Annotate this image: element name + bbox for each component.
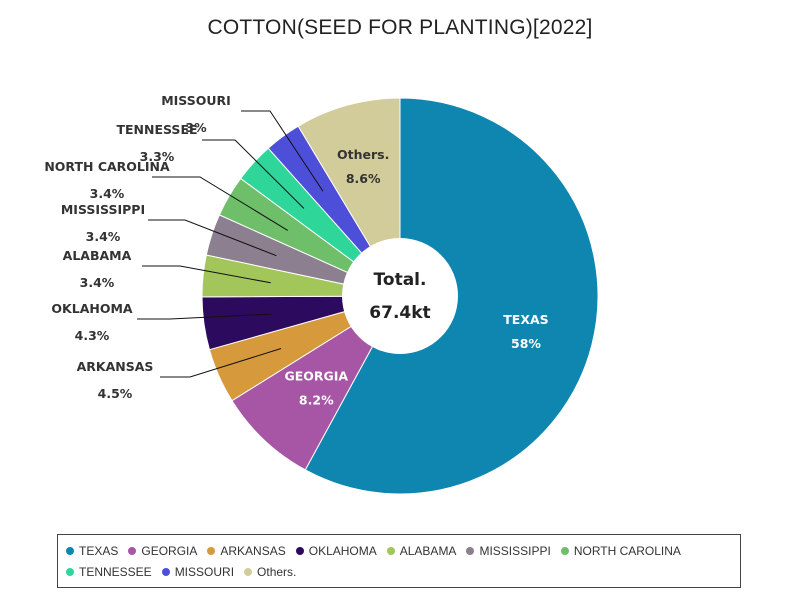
legend-item-georgia[interactable]: GEORGIA	[128, 541, 197, 562]
slice-label-mississippi: MISSISSIPPI	[61, 202, 145, 217]
center-label: Total.	[374, 270, 427, 290]
slice-pct-oklahoma: 4.3%	[75, 328, 110, 343]
leader-line-missouri	[241, 110, 324, 192]
slice-label-oklahoma: OKLAHOMA	[51, 301, 132, 316]
legend-marker-georgia	[128, 547, 137, 555]
slice-label-others: Others.	[337, 147, 389, 162]
legend-marker-others	[244, 568, 253, 576]
legend-label-arkansas: ARKANSAS	[220, 544, 286, 558]
legend-marker-texas	[66, 547, 74, 555]
legend-label-oklahoma: OKLAHOMA	[308, 544, 377, 558]
legend: TEXAS GEORGIA ARKANSAS OKLAHOMA ALABAMA MISSI…	[57, 534, 741, 588]
slice-pct-north-carolina: 3.4%	[90, 186, 125, 201]
legend-label-alabama: ALABAMA	[399, 544, 457, 558]
slice-pct-arkansas: 4.5%	[98, 386, 133, 401]
legend-label-north-carolina: NORTH CAROLINA	[573, 544, 681, 558]
slice-label-tennessee: TENNESSEE	[116, 122, 197, 137]
legend-label-tennessee: TENNESSEE	[79, 565, 152, 579]
center-hole	[342, 238, 458, 354]
legend-marker-missouri	[161, 568, 170, 576]
slice-pct-georgia: 8.2%	[299, 393, 334, 408]
legend-item-others[interactable]: Others.	[244, 562, 296, 583]
center-value: 67.4kt	[369, 303, 430, 323]
slice-georgia[interactable]	[231, 294, 402, 471]
slice-label-missouri: MISSOURI	[161, 93, 231, 108]
legend-marker-north-carolina	[560, 547, 569, 555]
slice-label-texas: TEXAS	[503, 312, 548, 327]
slice-pct-texas: 58%	[511, 336, 541, 351]
slice-label-georgia: GEORGIA	[284, 369, 348, 384]
legend-item-texas[interactable]: TEXAS	[66, 541, 118, 562]
legend-item-north-carolina[interactable]: NORTH CAROLINA	[560, 541, 681, 562]
legend-label-texas: TEXAS	[79, 544, 119, 558]
legend-marker-alabama	[386, 547, 395, 555]
legend-label-others: Others.	[257, 565, 297, 579]
slice-label-alabama: ALABAMA	[63, 248, 132, 263]
leader-line-alabama	[142, 265, 271, 284]
chart-title: COTTON(SEED FOR PLANTING)[2022]	[207, 16, 593, 39]
leader-line-tennessee	[202, 139, 305, 209]
legend-marker-mississippi	[466, 547, 475, 555]
leader-line-mississippi	[148, 219, 277, 257]
legend-item-missouri[interactable]: MISSOURI	[161, 562, 235, 583]
legend-marker-arkansas	[207, 547, 216, 555]
leader-line-arkansas	[160, 348, 282, 378]
leader-line-north-carolina	[152, 176, 289, 231]
legend-item-arkansas[interactable]: ARKANSAS	[207, 541, 286, 562]
legend-label-georgia: GEORGIA	[141, 544, 198, 558]
legend-item-oklahoma[interactable]: OKLAHOMA	[295, 541, 377, 562]
legend-item-alabama[interactable]: ALABAMA	[386, 541, 457, 562]
legend-label-mississippi: MISSISSIPPI	[479, 544, 551, 558]
legend-label-missouri: MISSOURI	[174, 565, 235, 579]
slice-label-north-carolina: NORTH CAROLINA	[44, 159, 170, 174]
legend-marker-tennessee	[66, 568, 74, 576]
slice-label-arkansas: ARKANSAS	[77, 359, 154, 374]
slice-pct-missouri: 3%	[185, 120, 207, 135]
slice-pct-mississippi: 3.4%	[86, 229, 121, 244]
leader-line-oklahoma	[137, 313, 272, 320]
legend-item-mississippi[interactable]: MISSISSIPPI	[466, 541, 551, 562]
legend-marker-oklahoma	[295, 547, 304, 555]
legend-item-tennessee[interactable]: TENNESSEE	[66, 562, 152, 583]
slice-pct-tennessee: 3.3%	[140, 149, 175, 164]
slice-pct-others: 8.6%	[346, 171, 381, 186]
slice-pct-alabama: 3.4%	[80, 275, 115, 290]
